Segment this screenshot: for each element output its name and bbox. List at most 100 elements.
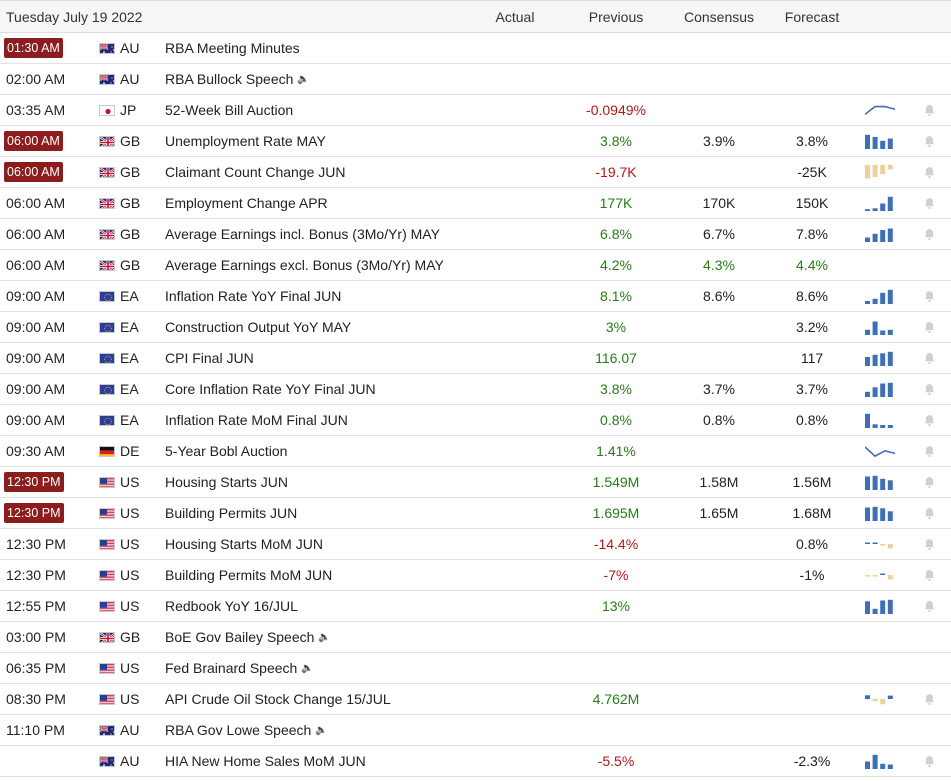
calendar-row[interactable]: 03:00 PM GB BoE Gov Bailey Speech 🔈	[0, 622, 951, 653]
event-name-cell[interactable]: Inflation Rate MoM Final JUN	[165, 405, 348, 435]
calendar-row[interactable]: 02:00 AM AU RBA Bullock Speech 🔈	[0, 64, 951, 95]
event-name-cell[interactable]: Unemployment Rate MAY	[165, 126, 326, 156]
calendar-row[interactable]: 06:00 AM GB Employment Change APR 177K 170K 1…	[0, 188, 951, 219]
bell-icon[interactable]	[921, 374, 937, 404]
bell-icon[interactable]	[921, 529, 937, 559]
event-name-cell[interactable]: Employment Change APR	[165, 188, 328, 218]
calendar-row[interactable]: 06:00 AM GB Average Earnings incl. Bonus (…	[0, 219, 951, 250]
calendar-row[interactable]: 09:00 AM EA CPI Final JUN 116.07 117	[0, 343, 951, 374]
calendar-row[interactable]: 09:00 AM EA Inflation Rate MoM Final JUN 0.…	[0, 405, 951, 436]
calendar-row[interactable]: 08:30 PM US API Crude Oil Stock Change 15/…	[0, 684, 951, 715]
event-name-link[interactable]: Housing Starts JUN	[165, 474, 288, 490]
sparkline-chart[interactable]	[865, 126, 899, 156]
event-name-cell[interactable]: RBA Gov Lowe Speech 🔈	[165, 715, 328, 745]
sparkline-chart[interactable]	[865, 591, 899, 621]
event-name-cell[interactable]: HIA New Home Sales MoM JUN	[165, 746, 366, 776]
event-name-cell[interactable]: RBA Bullock Speech 🔈	[165, 64, 310, 94]
calendar-row[interactable]: 09:00 AM EA Core Inflation Rate YoY Final …	[0, 374, 951, 405]
calendar-row[interactable]: 12:30 PM US Building Permits MoM JUN -7% -1%	[0, 560, 951, 591]
event-name-cell[interactable]: Redbook YoY 16/JUL	[165, 591, 298, 621]
event-name-link[interactable]: Building Permits JUN	[165, 505, 298, 521]
calendar-row[interactable]: 06:00 AM GB Unemployment Rate MAY 3.8% 3.9% 3…	[0, 126, 951, 157]
event-name-cell[interactable]: RBA Meeting Minutes	[165, 33, 300, 63]
sparkline-chart[interactable]	[865, 436, 899, 466]
event-name-link[interactable]: Claimant Count Change JUN	[165, 164, 346, 180]
sparkline-chart[interactable]	[865, 281, 899, 311]
event-name-link[interactable]: Inflation Rate YoY Final JUN	[165, 288, 342, 304]
calendar-row[interactable]: 12:30 PM US Housing Starts MoM JUN -14.4% 0.…	[0, 529, 951, 560]
bell-icon[interactable]	[921, 188, 937, 218]
event-name-link[interactable]: Fed Brainard Speech	[165, 660, 298, 676]
bell-icon[interactable]	[921, 498, 937, 528]
calendar-row[interactable]: 06:00 AM GB Average Earnings excl. Bonus (…	[0, 250, 951, 281]
calendar-row[interactable]: 01:30 AM AU RBA Meeting Minutes	[0, 33, 951, 64]
bell-icon[interactable]	[921, 95, 937, 125]
sparkline-chart[interactable]	[865, 746, 899, 776]
event-name-link[interactable]: Average Earnings excl. Bonus (3Mo/Yr) MA…	[165, 257, 444, 273]
calendar-row[interactable]: 03:35 AM JP 52-Week Bill Auction -0.0949%	[0, 95, 951, 126]
event-name-cell[interactable]: Claimant Count Change JUN	[165, 157, 346, 187]
actual-column-header[interactable]: Actual	[495, 8, 535, 25]
event-name-link[interactable]: Inflation Rate MoM Final JUN	[165, 412, 348, 428]
calendar-row[interactable]: 12:30 PM US Housing Starts JUN 1.549M 1.58M 1…	[0, 467, 951, 498]
sparkline-chart[interactable]	[865, 560, 899, 590]
event-name-cell[interactable]: 5-Year Bobl Auction	[165, 436, 287, 466]
bell-icon[interactable]	[921, 591, 937, 621]
bell-icon[interactable]	[921, 405, 937, 435]
sparkline-chart[interactable]	[865, 374, 899, 404]
event-name-cell[interactable]: Inflation Rate YoY Final JUN	[165, 281, 341, 311]
event-name-cell[interactable]: Fed Brainard Speech 🔈	[165, 653, 314, 683]
event-name-cell[interactable]: API Crude Oil Stock Change 15/JUL	[165, 684, 391, 714]
calendar-row[interactable]: AU HIA New Home Sales MoM JUN -5.5% -2.3%	[0, 746, 951, 777]
bell-icon[interactable]	[921, 684, 937, 714]
event-name-cell[interactable]: Building Permits JUN	[165, 498, 297, 528]
event-name-cell[interactable]: Average Earnings incl. Bonus (3Mo/Yr) MA…	[165, 219, 440, 249]
sparkline-chart[interactable]	[865, 529, 899, 559]
event-name-link[interactable]: API Crude Oil Stock Change 15/JUL	[165, 691, 391, 707]
forecast-column-header[interactable]: Forecast	[784, 8, 840, 25]
bell-icon[interactable]	[921, 343, 937, 373]
event-name-link[interactable]: 5-Year Bobl Auction	[165, 443, 288, 459]
sparkline-chart[interactable]	[865, 312, 899, 342]
previous-column-header[interactable]: Previous	[588, 8, 644, 25]
event-name-cell[interactable]: Building Permits MoM JUN	[165, 560, 332, 590]
consensus-column-header[interactable]: Consensus	[683, 8, 755, 25]
event-name-cell[interactable]: Construction Output YoY MAY	[165, 312, 351, 342]
event-name-cell[interactable]: 52-Week Bill Auction	[165, 95, 293, 125]
calendar-row[interactable]: 11:10 PM AU RBA Gov Lowe Speech 🔈	[0, 715, 951, 746]
event-name-link[interactable]: HIA New Home Sales MoM JUN	[165, 753, 366, 769]
calendar-row[interactable]: 09:00 AM EA Construction Output YoY MAY 3% 3…	[0, 312, 951, 343]
calendar-row[interactable]: 12:55 PM US Redbook YoY 16/JUL 13%	[0, 591, 951, 622]
calendar-row[interactable]: 09:00 AM EA Inflation Rate YoY Final JUN 8.…	[0, 281, 951, 312]
event-name-link[interactable]: Employment Change APR	[165, 195, 328, 211]
event-name-link[interactable]: BoE Gov Bailey Speech	[165, 629, 315, 645]
sparkline-chart[interactable]	[865, 157, 899, 187]
bell-icon[interactable]	[921, 560, 937, 590]
event-name-link[interactable]: RBA Bullock Speech	[165, 71, 294, 87]
bell-icon[interactable]	[921, 746, 937, 776]
event-name-link[interactable]: Construction Output YoY MAY	[165, 319, 352, 335]
event-name-link[interactable]: Redbook YoY 16/JUL	[165, 598, 298, 614]
sparkline-chart[interactable]	[865, 343, 899, 373]
bell-icon[interactable]	[921, 436, 937, 466]
sparkline-chart[interactable]	[865, 95, 899, 125]
bell-icon[interactable]	[921, 157, 937, 187]
bell-icon[interactable]	[921, 281, 937, 311]
event-name-link[interactable]: Housing Starts MoM JUN	[165, 536, 323, 552]
event-name-cell[interactable]: Housing Starts MoM JUN	[165, 529, 323, 559]
calendar-row[interactable]: 06:35 PM US Fed Brainard Speech 🔈	[0, 653, 951, 684]
event-name-cell[interactable]: BoE Gov Bailey Speech 🔈	[165, 622, 331, 652]
event-name-link[interactable]: RBA Meeting Minutes	[165, 40, 300, 56]
bell-icon[interactable]	[921, 312, 937, 342]
sparkline-chart[interactable]	[865, 684, 899, 714]
event-name-link[interactable]: Building Permits MoM JUN	[165, 567, 333, 583]
sparkline-chart[interactable]	[865, 188, 899, 218]
event-name-link[interactable]: Unemployment Rate MAY	[165, 133, 326, 149]
calendar-row[interactable]: 06:00 AM GB Claimant Count Change JUN -19.7…	[0, 157, 951, 188]
event-name-link[interactable]: Core Inflation Rate YoY Final JUN	[165, 381, 376, 397]
sparkline-chart[interactable]	[865, 498, 899, 528]
event-name-cell[interactable]: CPI Final JUN	[165, 343, 254, 373]
event-name-cell[interactable]: Average Earnings excl. Bonus (3Mo/Yr) MA…	[165, 250, 444, 280]
event-name-link[interactable]: 52-Week Bill Auction	[165, 102, 294, 118]
sparkline-chart[interactable]	[865, 219, 899, 249]
